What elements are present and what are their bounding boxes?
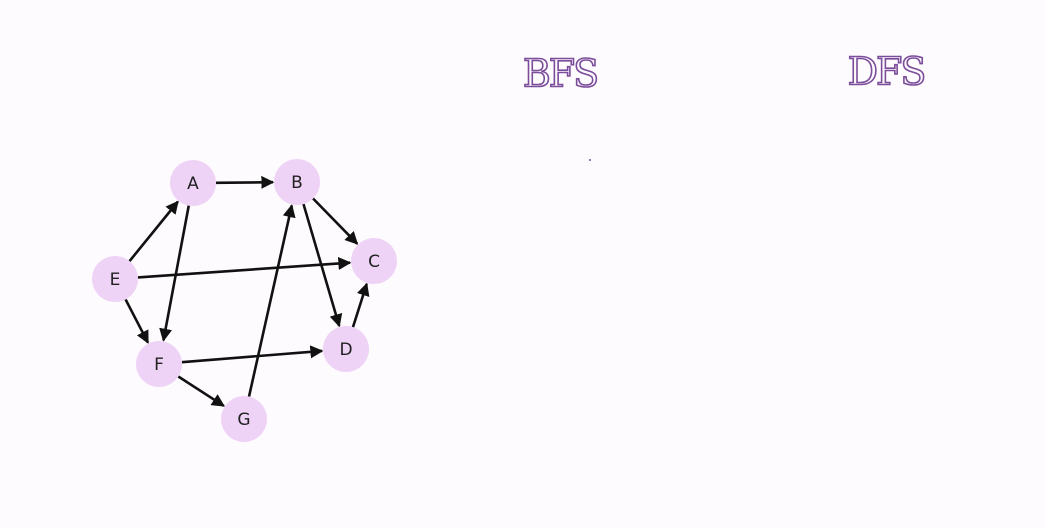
edge [128, 200, 179, 262]
node [136, 341, 182, 387]
node-label: F [154, 355, 164, 375]
edge [351, 282, 370, 328]
edge [181, 345, 324, 364]
node [351, 238, 397, 284]
edge [312, 197, 359, 245]
edge [215, 175, 275, 189]
pen-dot [589, 159, 591, 161]
node-label: E [110, 270, 121, 290]
edge [137, 256, 352, 279]
node-label: G [237, 410, 250, 430]
node [170, 160, 216, 206]
node [274, 159, 320, 205]
node-label: C [368, 252, 380, 272]
edges [124, 175, 370, 408]
edge [124, 298, 150, 344]
node-label: B [291, 173, 303, 193]
node [92, 256, 138, 302]
edge [159, 205, 191, 342]
node-label: D [339, 340, 352, 360]
edge [177, 375, 225, 408]
edge [247, 204, 296, 397]
node-label: A [187, 174, 199, 194]
bfs-heading: BFS [523, 52, 597, 96]
nodes: A B C D E F G [92, 159, 397, 442]
node [323, 326, 369, 372]
node [221, 396, 267, 442]
dfs-heading: DFS [848, 50, 925, 94]
